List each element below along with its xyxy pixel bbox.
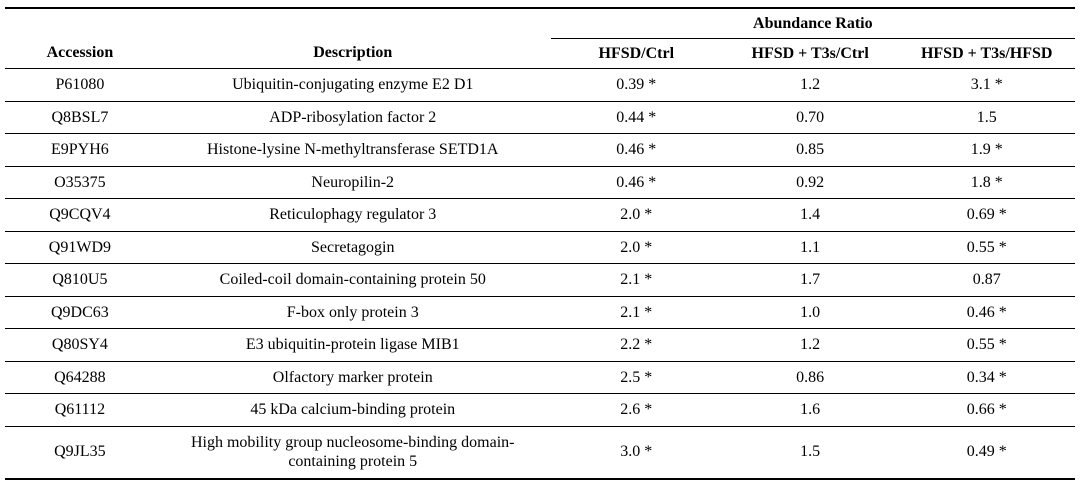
accession-cell: P61080	[5, 68, 155, 102]
accession-cell: Q64288	[5, 361, 155, 395]
hfsd-t3s-hfsd-cell: 0.69 *	[898, 198, 1075, 232]
hfsd-t3s-ctrl-cell: 0.85	[721, 133, 899, 167]
description-cell: Olfactory marker protein	[154, 361, 551, 395]
accession-cell: Q9CQV4	[5, 198, 155, 232]
hfsd-t3s-ctrl-cell: 1.2	[721, 68, 899, 102]
hfsd-ctrl-cell: 0.44 *	[550, 101, 722, 135]
description-cell: Ubiquitin-conjugating enzyme E2 D1	[154, 68, 551, 102]
accession-cell: E9PYH6	[5, 133, 155, 167]
description-cell: Reticulophagy regulator 3	[154, 198, 551, 232]
description-cell: Histone-lysine N-methyltransferase SETD1…	[154, 133, 551, 167]
table-row: P61080 Ubiquitin-conjugating enzyme E2 D…	[5, 68, 1075, 102]
description-cell: 45 kDa calcium-binding protein	[154, 393, 551, 427]
table-row: Q8BSL7 ADP-ribosylation factor 2 0.44 * …	[5, 101, 1075, 135]
hfsd-t3s-hfsd-cell: 1.9 *	[898, 133, 1075, 167]
hfsd-t3s-ctrl-cell: 0.86	[721, 361, 899, 395]
hfsd-ctrl-cell: 0.46 *	[550, 133, 722, 167]
hfsd-t3s-hfsd-cell: 0.55 *	[898, 328, 1075, 362]
hfsd-ctrl-cell: 0.39 *	[550, 68, 722, 102]
hfsd-t3s-ctrl-cell: 1.5	[800, 443, 821, 461]
hfsd-t3s-ctrl-cell: 1.1	[721, 231, 899, 265]
hfsd-t3s-ctrl-cell: 1.7	[721, 263, 899, 297]
description-cell: F-box only protein 3	[154, 296, 551, 330]
accession-cell: Q80SY4	[5, 328, 155, 362]
hfsd-t3s-hfsd-cell: 3.1 *	[898, 68, 1075, 102]
description-cell: ADP-ribosylation factor 2	[154, 101, 551, 135]
column-header-hfsd-t3s-hfsd: HFSD + T3s/HFSD	[898, 38, 1075, 70]
hfsd-ctrl-cell: 3.0 *	[620, 443, 653, 461]
hfsd-t3s-hfsd-cell: 0.49 *	[966, 443, 1007, 461]
column-header-hfsd-t3s-ctrl: HFSD + T3s/Ctrl	[721, 38, 899, 70]
abundance-ratio-table: Abundance Ratio Accession Description HF…	[5, 7, 1075, 480]
hfsd-t3s-ctrl-cell: 1.2	[721, 328, 899, 362]
hfsd-ctrl-cell: 2.0 *	[550, 198, 722, 232]
accession-cell: Q9DC63	[5, 296, 155, 330]
hfsd-t3s-hfsd-cell: 1.8 *	[898, 166, 1075, 200]
hfsd-ctrl-cell: 2.6 *	[550, 393, 722, 427]
table-header: Abundance Ratio Accession Description HF…	[5, 8, 1075, 70]
hfsd-ctrl-cell: 2.2 *	[550, 328, 722, 362]
hfsd-t3s-hfsd-cell: 1.5	[898, 101, 1075, 135]
description-cell: Neuropilin-2	[154, 166, 551, 200]
accession-cell: O35375	[5, 166, 155, 200]
description-cell: E3 ubiquitin-protein ligase MIB1	[154, 328, 551, 362]
accession-cell: Q810U5	[5, 263, 155, 297]
hfsd-t3s-hfsd-cell: 0.87	[898, 263, 1075, 297]
table-row: Q64288 Olfactory marker protein 2.5 * 0.…	[5, 361, 1075, 395]
description-cell: Secretagogin	[154, 231, 551, 265]
table-row: Q80SY4 E3 ubiquitin-protein ligase MIB1 …	[5, 328, 1075, 362]
hfsd-t3s-hfsd-cell: 0.66 *	[898, 393, 1075, 427]
group-header-row: Abundance Ratio	[5, 8, 1075, 39]
hfsd-t3s-hfsd-cell: 0.34 *	[898, 361, 1075, 395]
hfsd-ctrl-cell: 2.1 *	[550, 296, 722, 330]
accession-cell: Q9JL35	[54, 443, 106, 461]
accession-cell: Q91WD9	[5, 231, 155, 265]
hfsd-ctrl-cell: 2.0 *	[550, 231, 722, 265]
table-row: Q9JL35 High mobility group nucleosome-bi…	[5, 426, 1075, 479]
hfsd-t3s-ctrl-cell: 0.92	[721, 166, 899, 200]
description-cell: Coiled-coil domain-containing protein 50	[154, 263, 551, 297]
table-row: O35375 Neuropilin-2 0.46 * 0.92 1.8 *	[5, 166, 1075, 200]
table-row: E9PYH6 Histone-lysine N-methyltransferas…	[5, 133, 1075, 167]
table-row: Q9CQV4 Reticulophagy regulator 3 2.0 * 1…	[5, 198, 1075, 232]
accession-cell: Q61112	[5, 393, 155, 427]
column-header-description: Description	[154, 38, 551, 70]
table-body: P61080 Ubiquitin-conjugating enzyme E2 D…	[5, 68, 1075, 479]
description-cell: High mobility group nucleosome-binding d…	[190, 433, 515, 471]
accession-cell: Q8BSL7	[5, 101, 155, 135]
group-header-abundance-ratio: Abundance Ratio	[550, 8, 1075, 39]
table-row: Q810U5 Coiled-coil domain-containing pro…	[5, 263, 1075, 297]
hfsd-t3s-ctrl-cell: 1.0	[721, 296, 899, 330]
hfsd-ctrl-cell: 2.5 *	[550, 361, 722, 395]
hfsd-t3s-ctrl-cell: 1.6	[721, 393, 899, 427]
hfsd-t3s-ctrl-cell: 1.4	[721, 198, 899, 232]
hfsd-ctrl-cell: 0.46 *	[550, 166, 722, 200]
hfsd-ctrl-cell: 2.1 *	[550, 263, 722, 297]
column-header-row: Accession Description HFSD/Ctrl HFSD + T…	[5, 38, 1075, 70]
table-row: Q9DC63 F-box only protein 3 2.1 * 1.0 0.…	[5, 296, 1075, 330]
table-row: Q91WD9 Secretagogin 2.0 * 1.1 0.55 *	[5, 231, 1075, 265]
table-row: Q61112 45 kDa calcium-binding protein 2.…	[5, 393, 1075, 427]
hfsd-t3s-ctrl-cell: 0.70	[721, 101, 899, 135]
hfsd-t3s-hfsd-cell: 0.46 *	[898, 296, 1075, 330]
column-header-hfsd-ctrl: HFSD/Ctrl	[550, 38, 722, 70]
column-header-accession: Accession	[5, 38, 155, 70]
hfsd-t3s-hfsd-cell: 0.55 *	[898, 231, 1075, 265]
group-header-spacer	[5, 8, 551, 38]
